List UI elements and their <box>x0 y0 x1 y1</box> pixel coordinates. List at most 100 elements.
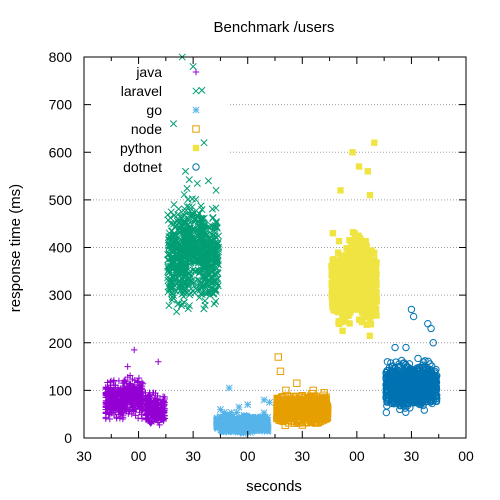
data-point <box>210 300 218 308</box>
data-point <box>105 403 112 410</box>
data-point <box>200 305 208 313</box>
data-point <box>187 248 195 256</box>
y-tick-label: 0 <box>64 430 72 446</box>
series-node <box>273 353 332 430</box>
data-point <box>207 284 215 292</box>
x-axis-title: seconds <box>246 478 302 495</box>
x-tick-label: 00 <box>349 448 365 464</box>
data-point <box>391 364 399 373</box>
data-point <box>169 120 178 128</box>
data-point <box>213 264 221 273</box>
data-point <box>184 195 192 204</box>
y-tick-label: 200 <box>49 335 73 351</box>
data-point <box>128 391 136 399</box>
x-tick-label: 00 <box>131 448 147 464</box>
data-point <box>107 378 114 386</box>
data-point <box>203 246 211 254</box>
data-point <box>386 370 394 378</box>
data-point <box>199 274 207 282</box>
data-point <box>223 414 231 422</box>
data-point <box>178 275 186 283</box>
data-point <box>251 418 259 426</box>
data-point <box>382 408 391 417</box>
data-point <box>198 86 206 94</box>
y-tick-label: 800 <box>49 49 73 65</box>
data-point <box>358 248 365 256</box>
data-point <box>135 374 143 382</box>
data-point <box>114 391 121 398</box>
data-point <box>336 264 344 272</box>
data-point <box>174 300 182 308</box>
data-point <box>227 418 235 426</box>
y-tick-label: 600 <box>49 144 73 160</box>
data-point <box>165 301 173 310</box>
data-point <box>336 320 343 328</box>
data-point <box>151 394 158 402</box>
data-point <box>345 312 352 319</box>
data-point <box>121 405 128 413</box>
data-point <box>204 177 212 185</box>
data-point <box>356 286 364 294</box>
data-point <box>320 403 329 411</box>
data-point <box>359 260 366 267</box>
data-point <box>428 397 436 405</box>
data-point <box>151 411 158 418</box>
data-point <box>186 242 194 250</box>
data-point <box>306 409 315 418</box>
data-point <box>339 327 346 335</box>
data-point <box>164 262 172 270</box>
data-point <box>159 412 166 419</box>
data-point <box>149 407 157 414</box>
legend-label-java: java <box>135 64 162 80</box>
data-point <box>341 299 349 307</box>
data-point <box>201 272 209 280</box>
data-point <box>362 237 369 245</box>
data-point <box>155 419 162 426</box>
data-point <box>363 261 370 269</box>
data-point <box>190 252 199 260</box>
data-point <box>365 266 372 274</box>
data-point <box>104 402 112 409</box>
data-point <box>362 292 370 300</box>
data-point <box>363 284 370 292</box>
data-point <box>320 389 328 397</box>
data-point <box>349 149 356 156</box>
data-point <box>187 277 195 285</box>
data-point <box>371 278 378 285</box>
data-point <box>391 343 399 352</box>
data-point <box>137 404 144 411</box>
data-point <box>384 387 392 395</box>
data-point <box>335 297 343 304</box>
data-point <box>150 400 157 407</box>
data-point <box>356 291 363 298</box>
data-point <box>329 302 336 309</box>
data-point <box>296 404 305 413</box>
data-point <box>362 305 369 312</box>
data-point <box>330 256 337 263</box>
data-point <box>309 386 317 395</box>
data-point <box>102 415 110 422</box>
data-point <box>291 392 300 401</box>
data-point <box>146 389 153 396</box>
data-point <box>193 179 201 187</box>
data-point <box>144 411 151 418</box>
data-point <box>433 372 441 380</box>
data-point <box>152 389 159 397</box>
data-point <box>168 296 176 304</box>
data-point <box>402 408 410 416</box>
data-point <box>366 318 374 325</box>
data-point <box>418 397 427 405</box>
data-point <box>371 139 378 146</box>
data-point <box>322 414 331 423</box>
data-point <box>180 232 188 241</box>
data-point <box>392 382 400 391</box>
data-point <box>213 258 221 266</box>
data-point <box>418 363 426 372</box>
data-point <box>132 412 139 419</box>
data-point <box>357 304 364 311</box>
data-point <box>175 254 183 262</box>
data-point <box>170 200 178 209</box>
legend-marker-java <box>192 68 200 76</box>
